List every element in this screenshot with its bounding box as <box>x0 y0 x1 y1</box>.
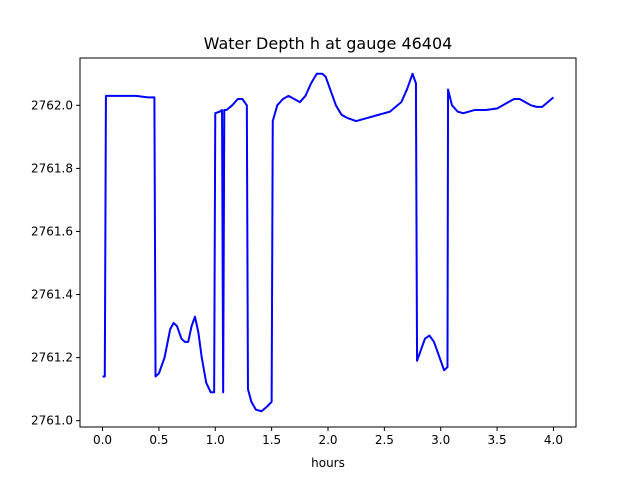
y-tick-label: 2761.8 <box>31 161 73 175</box>
chart-title: Water Depth h at gauge 46404 <box>204 34 453 53</box>
x-tick-label: 3.0 <box>431 433 450 447</box>
y-tick-label: 2762.0 <box>31 98 73 112</box>
water-depth-series-line <box>102 72 555 413</box>
x-axis: 0.0 0.5 1.0 1.5 2.0 2.5 3.0 3.5 4.0 <box>93 427 563 447</box>
x-tick-label: 2.0 <box>318 433 337 447</box>
y-tick-label: 2761.0 <box>31 414 73 428</box>
y-axis: 2761.0 2761.2 2761.4 2761.6 2761.8 2762.0 <box>31 98 80 428</box>
x-tick-label: 0.0 <box>93 433 112 447</box>
x-tick-label: 4.0 <box>544 433 563 447</box>
x-tick-label: 2.5 <box>375 433 394 447</box>
x-axis-label: hours <box>311 456 345 470</box>
y-tick-label: 2761.4 <box>31 288 73 302</box>
x-tick-label: 3.5 <box>488 433 507 447</box>
x-tick-label: 1.5 <box>262 433 281 447</box>
x-tick-label: 0.5 <box>149 433 168 447</box>
y-tick-label: 2761.2 <box>31 351 73 365</box>
x-tick-label: 1.0 <box>206 433 225 447</box>
y-tick-label: 2761.6 <box>31 224 73 238</box>
